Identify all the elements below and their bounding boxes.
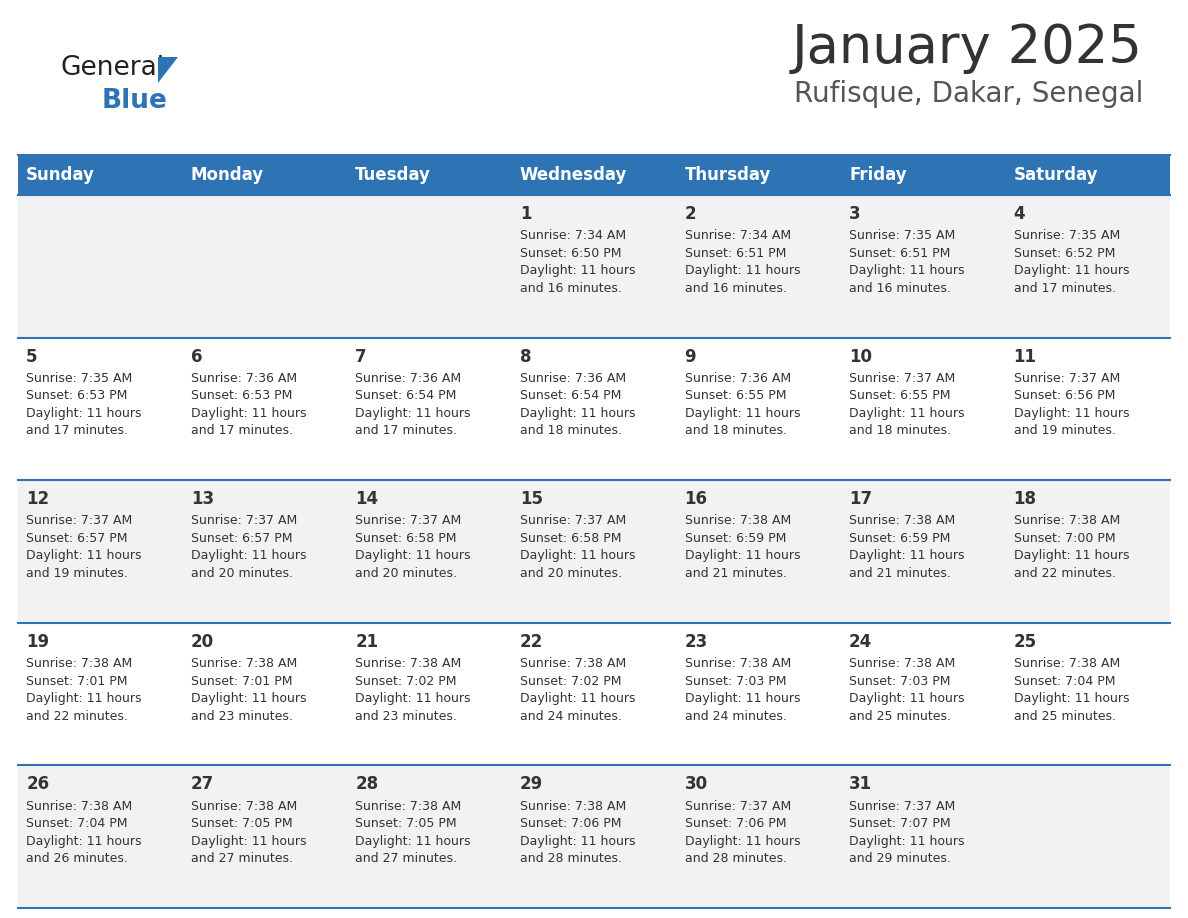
Bar (676, 155, 841, 195)
Text: Sunday: Sunday (26, 166, 95, 184)
Text: Sunrise: 7:38 AM
Sunset: 7:02 PM
Daylight: 11 hours
and 23 minutes.: Sunrise: 7:38 AM Sunset: 7:02 PM Dayligh… (355, 657, 470, 722)
Text: Sunrise: 7:34 AM
Sunset: 6:50 PM
Daylight: 11 hours
and 16 minutes.: Sunrise: 7:34 AM Sunset: 6:50 PM Dayligh… (520, 230, 636, 295)
Text: 2: 2 (684, 205, 696, 223)
Text: Blue: Blue (102, 88, 168, 114)
Text: 24: 24 (849, 633, 872, 651)
Text: 23: 23 (684, 633, 708, 651)
Text: January 2025: January 2025 (792, 22, 1143, 74)
Text: Sunrise: 7:38 AM
Sunset: 6:59 PM
Daylight: 11 hours
and 21 minutes.: Sunrise: 7:38 AM Sunset: 6:59 PM Dayligh… (849, 514, 965, 580)
Bar (841, 155, 1005, 195)
Text: Sunrise: 7:37 AM
Sunset: 6:57 PM
Daylight: 11 hours
and 19 minutes.: Sunrise: 7:37 AM Sunset: 6:57 PM Dayligh… (26, 514, 141, 580)
Text: 25: 25 (1013, 633, 1037, 651)
Text: Tuesday: Tuesday (355, 166, 431, 184)
Text: Sunrise: 7:36 AM
Sunset: 6:55 PM
Daylight: 11 hours
and 18 minutes.: Sunrise: 7:36 AM Sunset: 6:55 PM Dayligh… (684, 372, 800, 437)
Text: 26: 26 (26, 776, 50, 793)
Text: 16: 16 (684, 490, 708, 509)
Bar (18, 622, 1170, 766)
Text: 20: 20 (191, 633, 214, 651)
Text: Wednesday: Wednesday (520, 166, 627, 184)
Bar (347, 155, 512, 195)
Text: 11: 11 (1013, 348, 1037, 365)
Text: Sunrise: 7:38 AM
Sunset: 7:01 PM
Daylight: 11 hours
and 22 minutes.: Sunrise: 7:38 AM Sunset: 7:01 PM Dayligh… (26, 657, 141, 722)
Text: 10: 10 (849, 348, 872, 365)
Text: Sunrise: 7:37 AM
Sunset: 6:55 PM
Daylight: 11 hours
and 18 minutes.: Sunrise: 7:37 AM Sunset: 6:55 PM Dayligh… (849, 372, 965, 437)
Text: Thursday: Thursday (684, 166, 771, 184)
Text: Sunrise: 7:37 AM
Sunset: 6:56 PM
Daylight: 11 hours
and 19 minutes.: Sunrise: 7:37 AM Sunset: 6:56 PM Dayligh… (1013, 372, 1129, 437)
Text: Sunrise: 7:38 AM
Sunset: 7:04 PM
Daylight: 11 hours
and 26 minutes.: Sunrise: 7:38 AM Sunset: 7:04 PM Dayligh… (26, 800, 141, 865)
Text: Monday: Monday (191, 166, 264, 184)
Text: Sunrise: 7:38 AM
Sunset: 7:03 PM
Daylight: 11 hours
and 24 minutes.: Sunrise: 7:38 AM Sunset: 7:03 PM Dayligh… (684, 657, 800, 722)
Text: 22: 22 (520, 633, 543, 651)
Text: 1: 1 (520, 205, 531, 223)
Text: 17: 17 (849, 490, 872, 509)
Text: Sunrise: 7:38 AM
Sunset: 7:06 PM
Daylight: 11 hours
and 28 minutes.: Sunrise: 7:38 AM Sunset: 7:06 PM Dayligh… (520, 800, 636, 865)
Text: 30: 30 (684, 776, 708, 793)
Bar (183, 155, 347, 195)
Text: 29: 29 (520, 776, 543, 793)
Text: Rufisque, Dakar, Senegal: Rufisque, Dakar, Senegal (794, 80, 1143, 108)
Text: Sunrise: 7:35 AM
Sunset: 6:52 PM
Daylight: 11 hours
and 17 minutes.: Sunrise: 7:35 AM Sunset: 6:52 PM Dayligh… (1013, 230, 1129, 295)
Text: 14: 14 (355, 490, 379, 509)
Bar (1005, 155, 1170, 195)
Text: 3: 3 (849, 205, 861, 223)
Text: 12: 12 (26, 490, 50, 509)
Text: Sunrise: 7:34 AM
Sunset: 6:51 PM
Daylight: 11 hours
and 16 minutes.: Sunrise: 7:34 AM Sunset: 6:51 PM Dayligh… (684, 230, 800, 295)
Text: 5: 5 (26, 348, 38, 365)
Text: Sunrise: 7:37 AM
Sunset: 7:06 PM
Daylight: 11 hours
and 28 minutes.: Sunrise: 7:37 AM Sunset: 7:06 PM Dayligh… (684, 800, 800, 865)
Text: Sunrise: 7:35 AM
Sunset: 6:51 PM
Daylight: 11 hours
and 16 minutes.: Sunrise: 7:35 AM Sunset: 6:51 PM Dayligh… (849, 230, 965, 295)
Bar (18, 155, 183, 195)
Text: 8: 8 (520, 348, 531, 365)
Text: Sunrise: 7:38 AM
Sunset: 7:03 PM
Daylight: 11 hours
and 25 minutes.: Sunrise: 7:38 AM Sunset: 7:03 PM Dayligh… (849, 657, 965, 722)
Text: 13: 13 (191, 490, 214, 509)
Text: 7: 7 (355, 348, 367, 365)
Text: Sunrise: 7:36 AM
Sunset: 6:54 PM
Daylight: 11 hours
and 18 minutes.: Sunrise: 7:36 AM Sunset: 6:54 PM Dayligh… (520, 372, 636, 437)
Text: 18: 18 (1013, 490, 1037, 509)
Bar (512, 155, 676, 195)
Text: 4: 4 (1013, 205, 1025, 223)
Text: Sunrise: 7:37 AM
Sunset: 6:57 PM
Daylight: 11 hours
and 20 minutes.: Sunrise: 7:37 AM Sunset: 6:57 PM Dayligh… (191, 514, 307, 580)
Text: 15: 15 (520, 490, 543, 509)
Text: Sunrise: 7:38 AM
Sunset: 7:01 PM
Daylight: 11 hours
and 23 minutes.: Sunrise: 7:38 AM Sunset: 7:01 PM Dayligh… (191, 657, 307, 722)
Text: 9: 9 (684, 348, 696, 365)
Text: Sunrise: 7:36 AM
Sunset: 6:53 PM
Daylight: 11 hours
and 17 minutes.: Sunrise: 7:36 AM Sunset: 6:53 PM Dayligh… (191, 372, 307, 437)
Text: General: General (61, 55, 164, 81)
Text: Sunrise: 7:37 AM
Sunset: 7:07 PM
Daylight: 11 hours
and 29 minutes.: Sunrise: 7:37 AM Sunset: 7:07 PM Dayligh… (849, 800, 965, 865)
Text: 27: 27 (191, 776, 214, 793)
Text: 19: 19 (26, 633, 50, 651)
Bar (18, 480, 1170, 622)
Text: Sunrise: 7:35 AM
Sunset: 6:53 PM
Daylight: 11 hours
and 17 minutes.: Sunrise: 7:35 AM Sunset: 6:53 PM Dayligh… (26, 372, 141, 437)
Text: 21: 21 (355, 633, 379, 651)
Text: Sunrise: 7:38 AM
Sunset: 7:00 PM
Daylight: 11 hours
and 22 minutes.: Sunrise: 7:38 AM Sunset: 7:00 PM Dayligh… (1013, 514, 1129, 580)
Text: 31: 31 (849, 776, 872, 793)
Text: Sunrise: 7:37 AM
Sunset: 6:58 PM
Daylight: 11 hours
and 20 minutes.: Sunrise: 7:37 AM Sunset: 6:58 PM Dayligh… (520, 514, 636, 580)
Text: 28: 28 (355, 776, 379, 793)
Bar (18, 195, 1170, 338)
Text: Sunrise: 7:38 AM
Sunset: 7:05 PM
Daylight: 11 hours
and 27 minutes.: Sunrise: 7:38 AM Sunset: 7:05 PM Dayligh… (191, 800, 307, 865)
Text: Friday: Friday (849, 166, 906, 184)
Text: Sunrise: 7:38 AM
Sunset: 7:02 PM
Daylight: 11 hours
and 24 minutes.: Sunrise: 7:38 AM Sunset: 7:02 PM Dayligh… (520, 657, 636, 722)
Text: Sunrise: 7:36 AM
Sunset: 6:54 PM
Daylight: 11 hours
and 17 minutes.: Sunrise: 7:36 AM Sunset: 6:54 PM Dayligh… (355, 372, 470, 437)
Text: 6: 6 (191, 348, 202, 365)
Text: Sunrise: 7:38 AM
Sunset: 7:05 PM
Daylight: 11 hours
and 27 minutes.: Sunrise: 7:38 AM Sunset: 7:05 PM Dayligh… (355, 800, 470, 865)
Bar (18, 338, 1170, 480)
Text: Sunrise: 7:38 AM
Sunset: 6:59 PM
Daylight: 11 hours
and 21 minutes.: Sunrise: 7:38 AM Sunset: 6:59 PM Dayligh… (684, 514, 800, 580)
Bar (18, 766, 1170, 908)
Text: Sunrise: 7:37 AM
Sunset: 6:58 PM
Daylight: 11 hours
and 20 minutes.: Sunrise: 7:37 AM Sunset: 6:58 PM Dayligh… (355, 514, 470, 580)
Text: Saturday: Saturday (1013, 166, 1098, 184)
Text: Sunrise: 7:38 AM
Sunset: 7:04 PM
Daylight: 11 hours
and 25 minutes.: Sunrise: 7:38 AM Sunset: 7:04 PM Dayligh… (1013, 657, 1129, 722)
Polygon shape (158, 57, 178, 83)
